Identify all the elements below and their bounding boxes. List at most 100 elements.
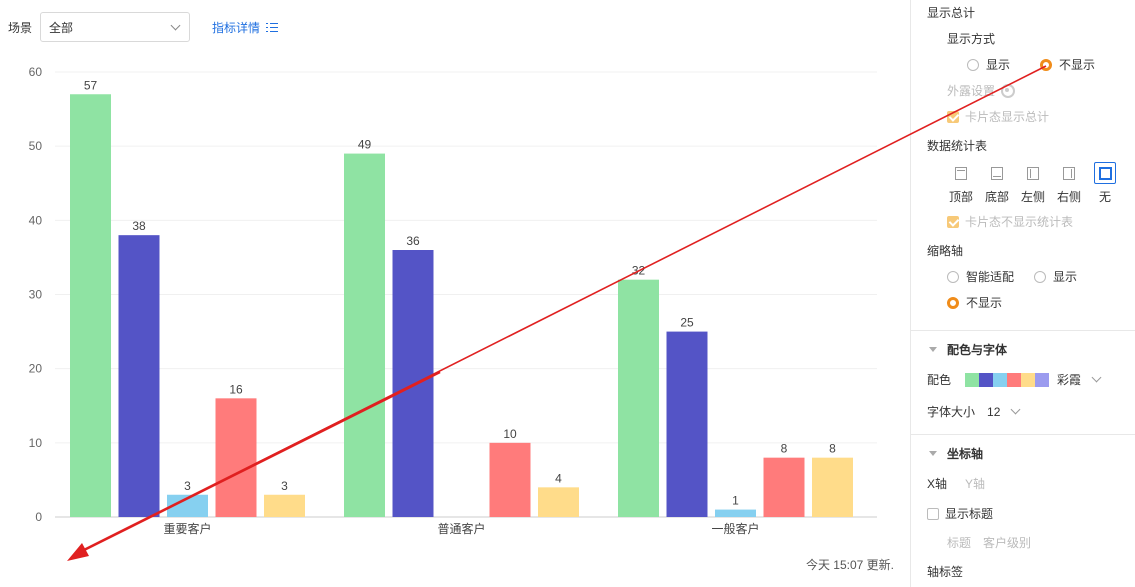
card-show-total-label: 卡片态显示总计 (965, 110, 1050, 124)
bar (70, 94, 111, 517)
tab-y-axis[interactable]: Y轴 (965, 477, 986, 491)
data-label: 16 (229, 382, 243, 396)
chevron-down-icon (171, 22, 181, 32)
scene-select[interactable]: 全部 (40, 12, 191, 42)
font-size-value[interactable]: 12 (987, 404, 1001, 419)
show-title-label: 显示标题 (945, 507, 994, 521)
x-tick-label: 普通客户 (437, 521, 485, 536)
palette-swatch (979, 372, 994, 387)
update-time: 今天 15:07 更新. (805, 558, 894, 572)
y-tick-label: 0 (35, 510, 42, 524)
filter-bar: 场景 全部 指标详情 (8, 12, 279, 42)
thumb-smart-label: 智能适配 (966, 270, 1015, 284)
bar (215, 398, 257, 517)
palette-name: 彩霞 (1057, 373, 1082, 387)
bar (167, 494, 208, 517)
radio-checked-icon (1040, 58, 1053, 71)
bar (666, 331, 708, 517)
font-size-row: 字体大小 12 (927, 403, 1135, 420)
table-pos-none-label: 无 (1098, 190, 1111, 204)
font-size-label: 字体大小 (927, 405, 976, 419)
radio-icon (967, 58, 979, 71)
data-label: 49 (358, 138, 372, 152)
show-title-row[interactable]: 显示标题 (927, 505, 1135, 522)
table-pos-right[interactable]: 右侧 (1051, 162, 1087, 205)
color-row: 配色 彩霞 (927, 371, 1135, 388)
display-mode-hide-radio[interactable]: 不显示 (1040, 56, 1095, 73)
bar (763, 457, 805, 517)
table-pos-right-label: 右侧 (1056, 190, 1081, 204)
axis-tabs: X轴 Y轴 (927, 475, 1135, 492)
thumb-show-radio[interactable]: 显示 (1034, 268, 1077, 285)
data-label: 8 (781, 442, 788, 456)
title-value[interactable]: 客户级别 (983, 536, 1032, 550)
tab-x-axis[interactable]: X轴 (927, 477, 948, 491)
metric-detail-link[interactable]: 指标详情 (212, 19, 279, 36)
card-hide-table-row[interactable]: 卡片态不显示统计表 (947, 213, 1135, 230)
collapse-triangle-icon (929, 451, 937, 456)
layout-right-icon (1063, 166, 1075, 180)
show-total-label: 显示总计 (927, 6, 976, 20)
card-show-total-row[interactable]: 卡片态显示总计 (947, 108, 1135, 125)
thumb-show-label: 显示 (1053, 270, 1078, 284)
data-label: 8 (829, 442, 836, 456)
palette-swatch (1021, 372, 1036, 387)
scene-label: 场景 (8, 20, 33, 35)
data-table-label: 数据统计表 (927, 139, 988, 153)
thumb-axis-title: 缩略轴 (927, 242, 1135, 259)
checkbox-icon (947, 215, 959, 228)
layout-top-icon (955, 166, 967, 180)
bar (118, 235, 160, 517)
divider (911, 434, 1135, 435)
bar (812, 457, 853, 517)
axis-tag-label: 轴标签 (927, 565, 964, 579)
layout-left-icon (1027, 166, 1039, 180)
radio-icon (947, 270, 959, 283)
display-mode-row: 显示方式 (947, 30, 1135, 47)
display-mode-options: 显示 不显示 (967, 56, 1135, 73)
table-pos-none[interactable]: 无 (1087, 162, 1123, 205)
chevron-down-icon[interactable] (1091, 372, 1102, 383)
card-hide-table-label: 卡片态不显示统计表 (965, 215, 1074, 229)
data-label: 57 (84, 78, 98, 92)
settings-panel: 显示总计 显示方式 显示 不显示 外露设置 卡片态显示总计 数据统计表 顶部 底… (910, 0, 1135, 587)
chevron-down-icon[interactable] (1010, 404, 1021, 415)
y-tick-label: 30 (29, 288, 43, 302)
checkbox-icon (927, 507, 939, 520)
data-label: 1 (732, 494, 739, 508)
outer-setting-row: 外露设置 (947, 82, 1135, 99)
y-tick-label: 50 (29, 139, 43, 153)
display-mode-show-radio[interactable]: 显示 (967, 56, 1010, 73)
collapse-triangle-icon (929, 347, 937, 352)
outer-setting-label: 外露设置 (947, 84, 996, 98)
data-label: 3 (184, 479, 191, 493)
palette-select[interactable] (965, 372, 1050, 387)
data-label: 3 (281, 479, 288, 493)
checkbox-icon (947, 110, 959, 123)
table-pos-left[interactable]: 左侧 (1015, 162, 1051, 205)
thumb-smart-radio[interactable]: 智能适配 (947, 268, 1014, 285)
x-tick-label: 重要客户 (163, 521, 211, 536)
title-row: 标题 客户级别 (947, 534, 1135, 551)
thumb-axis-options: 智能适配 显示 (947, 268, 1135, 285)
data-label: 4 (555, 471, 562, 485)
bar (392, 250, 434, 517)
y-tick-label: 40 (29, 213, 43, 227)
display-mode-hide-label: 不显示 (1059, 58, 1096, 72)
table-pos-top[interactable]: 顶部 (943, 162, 979, 205)
color-font-title: 配色与字体 (947, 343, 1008, 357)
bar (538, 487, 579, 517)
palette-swatch (1035, 372, 1050, 387)
axis-section[interactable]: 坐标轴 (929, 445, 1135, 462)
thumb-hide-radio[interactable]: 不显示 (947, 294, 1135, 311)
radio-icon (1034, 270, 1047, 283)
palette-swatch (993, 372, 1008, 387)
title-label: 标题 (947, 536, 972, 550)
axis-tag-row: 轴标签 (927, 563, 1135, 580)
color-font-section[interactable]: 配色与字体 (929, 341, 1135, 358)
bar (489, 442, 531, 517)
gear-icon[interactable] (1001, 83, 1016, 98)
axis-section-title: 坐标轴 (947, 447, 984, 461)
table-pos-bottom[interactable]: 底部 (979, 162, 1015, 205)
data-label: 38 (132, 219, 146, 233)
